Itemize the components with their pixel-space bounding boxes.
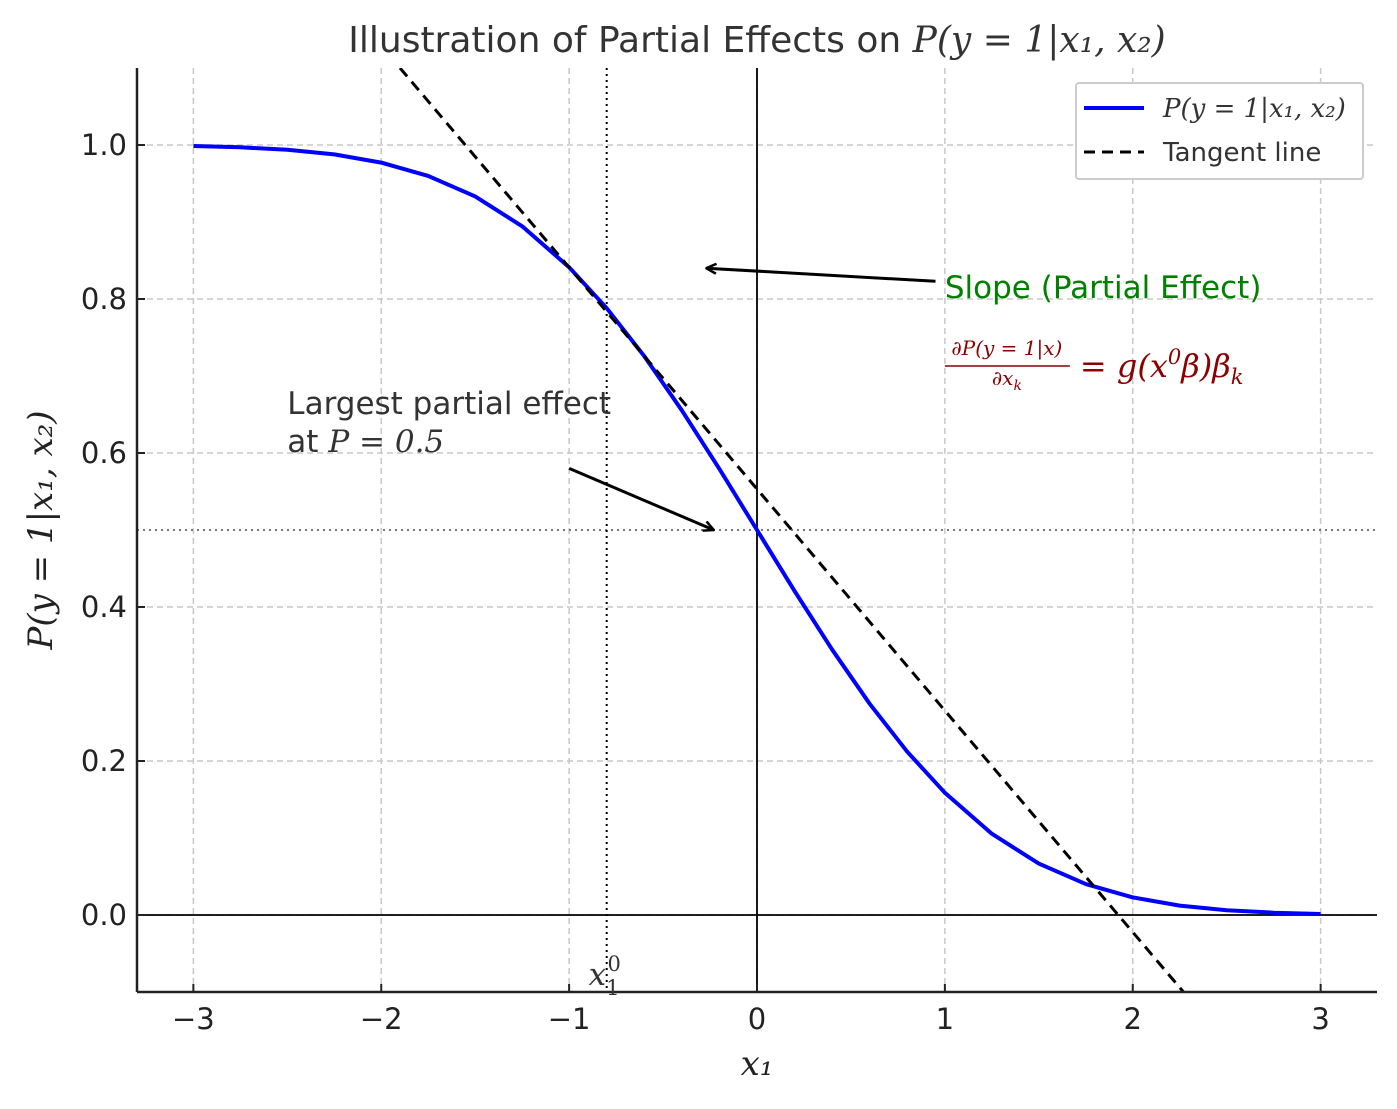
formula-rhs-sup: 0	[1168, 345, 1181, 369]
formula-rhs-main: = g(x	[1080, 347, 1168, 385]
y-axis-label: P(y = 1|x₁, x₂)	[21, 410, 61, 650]
x-tick-label: 3	[1311, 1002, 1329, 1036]
chart-title-text: Illustration of Partial Effects on	[348, 20, 912, 61]
axes	[135, 68, 1377, 994]
x-tick-label: −1	[548, 1002, 591, 1036]
formula-rhs: = g(x0β)βk	[1080, 345, 1244, 389]
formula-rhs-tail: β)β	[1180, 347, 1230, 385]
probability-curve	[193, 144, 1321, 916]
x-tick-label: −3	[172, 1002, 215, 1036]
annotation-largest-line2: at P = 0.5	[287, 424, 444, 460]
x1-zero-sub: 1	[606, 976, 619, 1000]
legend: P(y = 1|x₁, x₂) Tangent line	[1075, 82, 1364, 180]
x1-zero-label: x10	[589, 952, 621, 1000]
chart-title-math: P(y = 1|x₁, x₂)	[912, 20, 1166, 61]
formula-denominator-sub: k	[1013, 378, 1021, 394]
legend-label-curve: P(y = 1|x₁, x₂)	[1162, 94, 1346, 124]
y-tick-label: 1.0	[81, 128, 127, 162]
annotation-formula: ∂P(y = 1|x) ∂xk = g(x0β)βk	[944, 336, 1244, 394]
x1-zero-base: x	[589, 957, 607, 993]
annotation-largest-math: P = 0.5	[327, 424, 444, 460]
formula-numerator: ∂P(y = 1|x)	[951, 336, 1062, 361]
annotation-largest-at: at	[287, 424, 328, 460]
y-tick-label: 0.8	[81, 282, 127, 316]
chart-title: Illustration of Partial Effects on P(y =…	[348, 20, 1165, 61]
formula-denominator: ∂xk	[992, 366, 1022, 394]
x-tick-label: 0	[748, 1002, 766, 1036]
formula-denominator-base: ∂x	[992, 366, 1014, 390]
tangent-line	[398, 68, 1185, 992]
x-tick-label: −2	[360, 1002, 403, 1036]
formula-rhs-sub: k	[1231, 365, 1244, 389]
y-tick-label: 0.0	[81, 898, 127, 932]
x-tick-label: 1	[936, 1002, 954, 1036]
annotations: Largest partial effect at P = 0.5 Slope …	[287, 268, 1261, 530]
x1-zero-sup: 0	[607, 952, 620, 976]
x-axis-label: x₁	[741, 1044, 774, 1084]
annotation-largest-line1: Largest partial effect	[287, 386, 611, 422]
y-tick-label: 0.4	[81, 590, 127, 624]
annotation-arrow-slope	[706, 268, 936, 283]
legend-frame	[1075, 82, 1364, 180]
series	[193, 68, 1321, 992]
annotation-slope-text: Slope (Partial Effect)	[945, 270, 1262, 306]
x-tick-label: 2	[1124, 1002, 1142, 1036]
annotation-arrow-largest	[568, 467, 714, 530]
y-tick-label: 0.6	[81, 436, 127, 470]
legend-label-tangent: Tangent line	[1162, 138, 1321, 168]
tick-labels: −3 −2 −1 0 1 2 30.00.20.40.60.81.0	[81, 128, 1330, 1036]
y-tick-label: 0.2	[81, 744, 127, 778]
